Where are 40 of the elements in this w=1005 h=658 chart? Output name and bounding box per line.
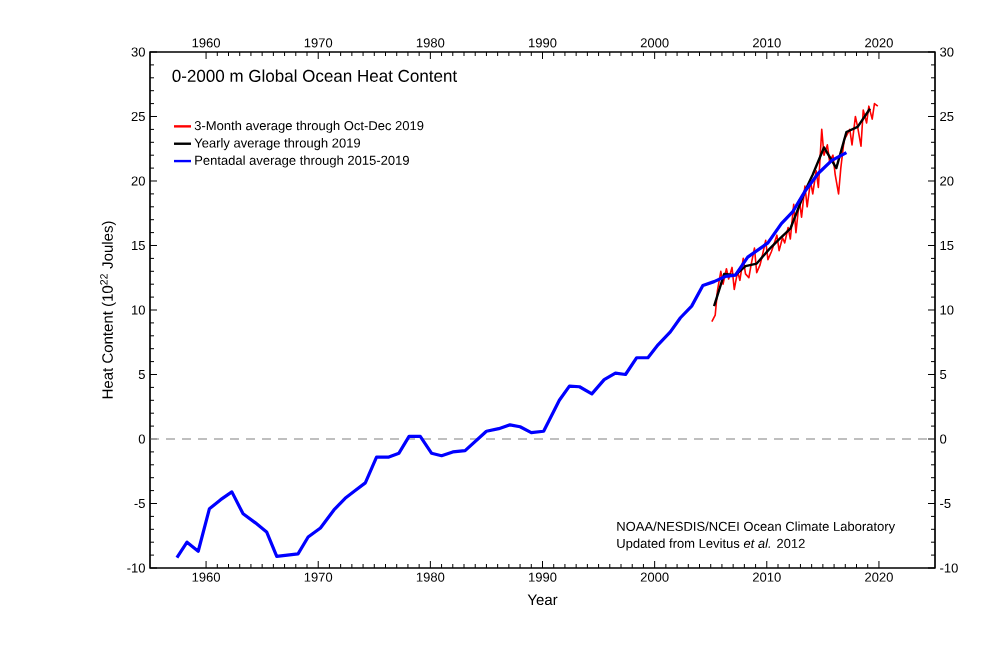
y2-tick-label: 30 [940,47,954,57]
x2-tick-label: 1960 [192,38,221,48]
x2-tick-label: 1980 [416,38,445,48]
y-tick-label: 15 [131,240,145,251]
x2-tick-label: 1970 [304,38,333,48]
y-tick-label: 20 [131,176,145,186]
y-tick-label: 0 [138,434,145,444]
y2-tick-label: 5 [940,369,947,380]
x2-tick-label: 2000 [640,38,669,48]
y2-tick-label: 15 [940,240,954,251]
x-tick-label: 1970 [304,572,333,582]
y2-tick-label: -5 [940,498,951,509]
y2-tick-label: 0 [940,434,947,444]
x-tick-label: 2000 [640,572,669,582]
legend-label: Pentadal average through 2015-2019 [195,155,409,168]
y-tick-label: 10 [131,305,145,315]
legend-label: Yearly average through 2019 [194,138,361,151]
legend-label: 3-Month average through Oct-Dec 2019 [194,120,424,133]
y2-tick-label: 10 [940,305,954,315]
y-tick-label: -5 [134,498,145,509]
y-tick-label: 30 [131,47,145,57]
y-axis-title: Heat Content (10$^{22}$ Joules) [100,221,116,399]
x-tick-label: 2020 [865,572,893,582]
x-axis-title: Year [527,594,558,606]
y2-tick-label: 25 [940,111,954,122]
y-tick-label: 25 [131,111,145,122]
y2-tick-label: 20 [940,176,954,186]
x-tick-label: 2010 [752,572,781,582]
y-tick-label: 5 [138,369,145,380]
x-tick-label: 1990 [529,572,557,582]
y2-tick-label: -10 [940,563,958,573]
x-tick-label: 1960 [192,572,221,582]
text: 0-2000 m Global Ocean Heat Content [172,69,458,82]
x2-tick-label: 2010 [752,38,781,48]
x-tick-label: 1980 [416,572,445,582]
x2-tick-label: 2020 [865,38,893,48]
x2-tick-label: 1990 [529,38,557,48]
y-tick-label: -10 [127,563,145,573]
annotation: NOAA/NESDIS/NCEI Ocean Climate Laboratory [617,521,896,534]
annotation: Updated from Levitus et al. 2012 [617,538,805,551]
